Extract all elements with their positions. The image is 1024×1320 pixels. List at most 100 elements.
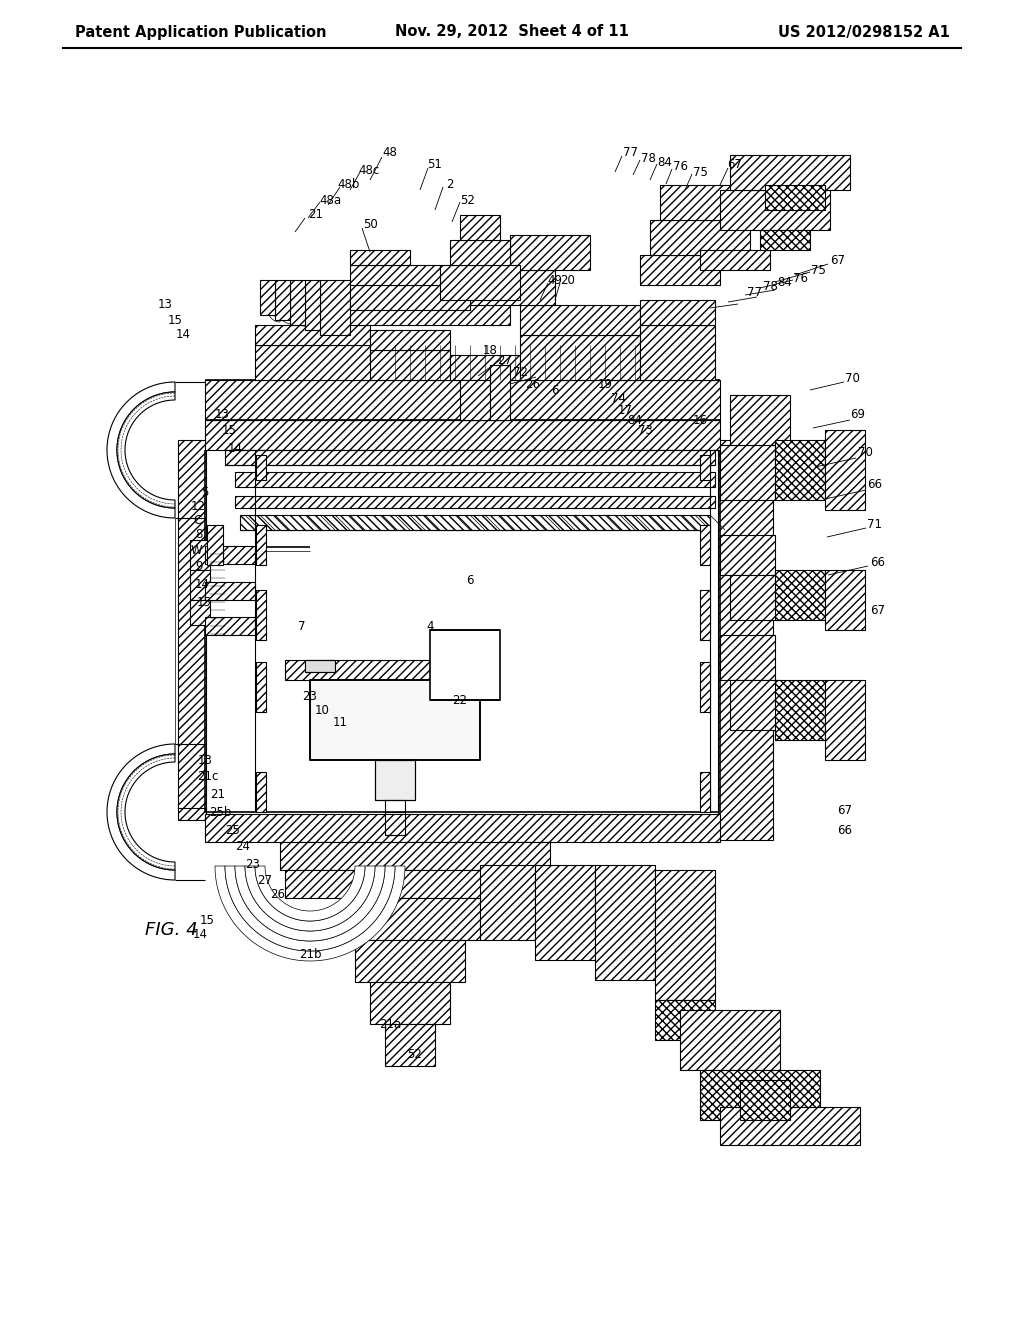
Bar: [319, 280, 350, 335]
Bar: [305, 660, 335, 672]
Bar: [190, 540, 210, 570]
Bar: [740, 1080, 790, 1119]
Text: 49: 49: [548, 273, 562, 286]
Text: FIG. 4: FIG. 4: [145, 921, 198, 939]
Bar: [535, 865, 595, 960]
Bar: [640, 255, 720, 285]
Bar: [255, 325, 370, 345]
Bar: [285, 660, 495, 680]
Polygon shape: [117, 392, 175, 508]
Bar: [460, 215, 500, 240]
Bar: [430, 630, 500, 700]
Bar: [205, 582, 255, 601]
Text: 76: 76: [673, 161, 687, 173]
Text: 50: 50: [362, 219, 378, 231]
Text: 2: 2: [446, 178, 454, 191]
Bar: [825, 430, 865, 510]
Bar: [700, 525, 710, 565]
Bar: [825, 570, 865, 630]
Text: 18: 18: [482, 343, 498, 356]
Bar: [440, 265, 520, 300]
Text: 15: 15: [168, 314, 182, 326]
Bar: [350, 249, 410, 265]
Bar: [700, 663, 710, 711]
Bar: [256, 525, 266, 565]
Text: 21: 21: [308, 209, 324, 222]
Bar: [718, 440, 773, 840]
Text: 21a: 21a: [379, 1019, 401, 1031]
Text: 23: 23: [302, 690, 317, 704]
Bar: [640, 300, 715, 325]
Bar: [640, 325, 715, 380]
Text: 9: 9: [196, 560, 203, 573]
Text: Patent Application Publication: Patent Application Publication: [75, 25, 327, 40]
Text: 75: 75: [692, 165, 708, 178]
Polygon shape: [289, 294, 305, 326]
Bar: [256, 455, 266, 480]
Text: 78: 78: [641, 152, 655, 165]
Text: 84: 84: [628, 413, 642, 426]
Bar: [205, 420, 720, 450]
Bar: [510, 235, 590, 271]
Text: 27: 27: [257, 874, 272, 887]
Text: 48a: 48a: [318, 194, 341, 206]
Text: 17: 17: [617, 404, 633, 417]
Bar: [260, 280, 275, 315]
Bar: [730, 576, 780, 620]
Text: 16: 16: [692, 413, 708, 426]
Text: 66: 66: [838, 824, 853, 837]
Text: 84: 84: [777, 276, 793, 289]
Bar: [385, 1024, 435, 1067]
Bar: [256, 590, 266, 640]
Bar: [775, 680, 825, 741]
Text: 10: 10: [314, 704, 330, 717]
Bar: [760, 230, 810, 249]
Text: 67: 67: [830, 253, 846, 267]
Bar: [450, 355, 520, 380]
Bar: [700, 455, 710, 480]
Bar: [205, 616, 255, 635]
Text: C: C: [194, 513, 202, 527]
Bar: [700, 1071, 820, 1119]
Bar: [680, 1010, 780, 1071]
Bar: [178, 808, 206, 820]
Bar: [720, 1107, 860, 1144]
Text: 23: 23: [245, 858, 260, 870]
Polygon shape: [108, 744, 175, 880]
Bar: [285, 870, 545, 898]
Text: 72: 72: [512, 366, 527, 379]
Polygon shape: [255, 866, 365, 921]
Bar: [595, 865, 655, 979]
Text: 48: 48: [383, 145, 397, 158]
Bar: [310, 285, 510, 325]
Text: 25b: 25b: [210, 807, 232, 820]
Text: 52: 52: [461, 194, 475, 206]
Bar: [490, 366, 510, 420]
Text: 11: 11: [333, 717, 347, 730]
Bar: [256, 772, 266, 812]
Polygon shape: [117, 754, 175, 870]
Bar: [234, 496, 715, 508]
Text: 48b: 48b: [338, 178, 360, 191]
Text: 70: 70: [857, 446, 872, 458]
Text: 24: 24: [234, 841, 250, 854]
Text: 67: 67: [870, 603, 886, 616]
Text: 14: 14: [175, 329, 190, 342]
Bar: [655, 870, 715, 1001]
Text: 6: 6: [551, 384, 559, 396]
Bar: [275, 280, 290, 319]
Text: 25: 25: [225, 824, 240, 837]
Text: 77: 77: [623, 145, 638, 158]
Text: 19: 19: [597, 379, 612, 392]
Bar: [350, 265, 440, 285]
Text: 52: 52: [408, 1048, 423, 1061]
Text: 12: 12: [191, 499, 206, 512]
Bar: [720, 535, 775, 576]
Text: 6: 6: [466, 573, 474, 586]
Bar: [255, 345, 370, 380]
Text: 67: 67: [727, 158, 742, 172]
Bar: [370, 350, 450, 380]
Bar: [520, 335, 640, 380]
Bar: [775, 440, 825, 500]
Text: 22: 22: [453, 693, 468, 706]
